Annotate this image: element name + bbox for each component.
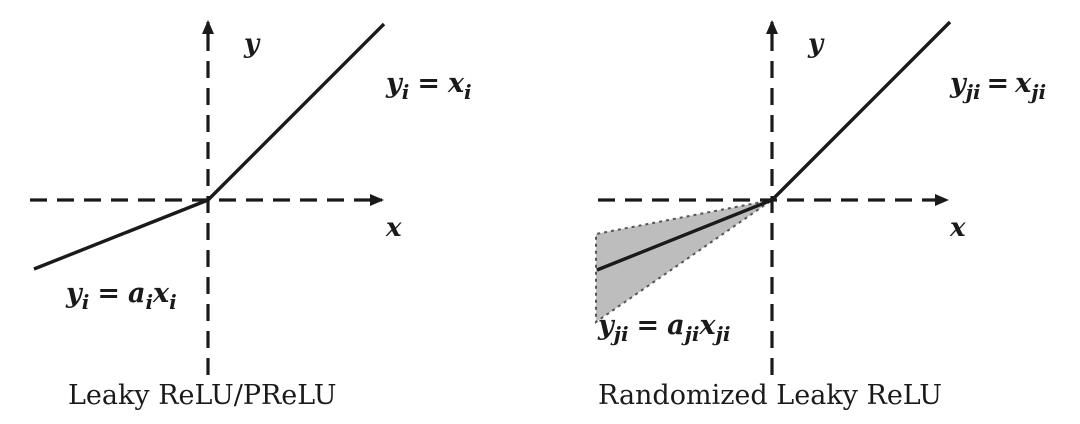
y-axis-label: y — [243, 29, 261, 59]
eq-rhs-sub: ji — [1027, 80, 1046, 104]
eq-lhs-sub: i — [82, 290, 90, 314]
randomized-leaky-relu-panel: y x yji = xji yji = ajixji Randomized Leaky … — [595, 20, 1046, 411]
panel-caption: Randomized Leaky ReLU — [598, 380, 942, 411]
eq-rhs: x — [447, 68, 465, 99]
x-axis-label: x — [385, 213, 402, 243]
panel-caption: Leaky ReLU/PReLU — [68, 380, 337, 411]
positive-equation: yi = xi — [385, 68, 472, 104]
eq-lhs: y — [65, 278, 84, 309]
negative-slope-line — [33, 198, 209, 271]
eq-lhs: y — [385, 68, 404, 99]
eq-lhs: y — [949, 68, 968, 99]
eq-var-sub: ji — [712, 322, 731, 346]
eq-var: x — [699, 310, 717, 341]
negative-equation: yji = ajixji — [597, 310, 730, 346]
random-slope-region — [595, 199, 773, 324]
positive-slope-line — [770, 20, 952, 202]
eq-rhs-sub: i — [464, 80, 472, 104]
y-axis-label: y — [807, 29, 825, 59]
leaky-relu-panel: y x yi = xi yi = aixi Leaky ReLU/PReLU — [30, 20, 472, 411]
eq-lhs-sub: i — [402, 80, 410, 104]
mean-negative-slope-line — [596, 198, 773, 272]
eq-rhs: x — [1014, 68, 1032, 99]
eq-lhs-sub: ji — [962, 80, 981, 104]
eq-lhs-sub: ji — [610, 322, 629, 346]
x-axis-label: x — [949, 213, 966, 243]
positive-equation: yji = xji — [949, 68, 1046, 104]
eq-coef-sub: ji — [681, 322, 700, 346]
eq-var: x — [152, 278, 170, 309]
eq-coef-sub: i — [145, 290, 153, 314]
eq-coef: a — [128, 278, 146, 309]
eq-var-sub: i — [169, 290, 177, 314]
positive-slope-line — [206, 22, 386, 202]
eq-coef: a — [667, 310, 685, 341]
eq-lhs: y — [597, 310, 616, 341]
negative-equation: yi = aixi — [65, 278, 177, 314]
